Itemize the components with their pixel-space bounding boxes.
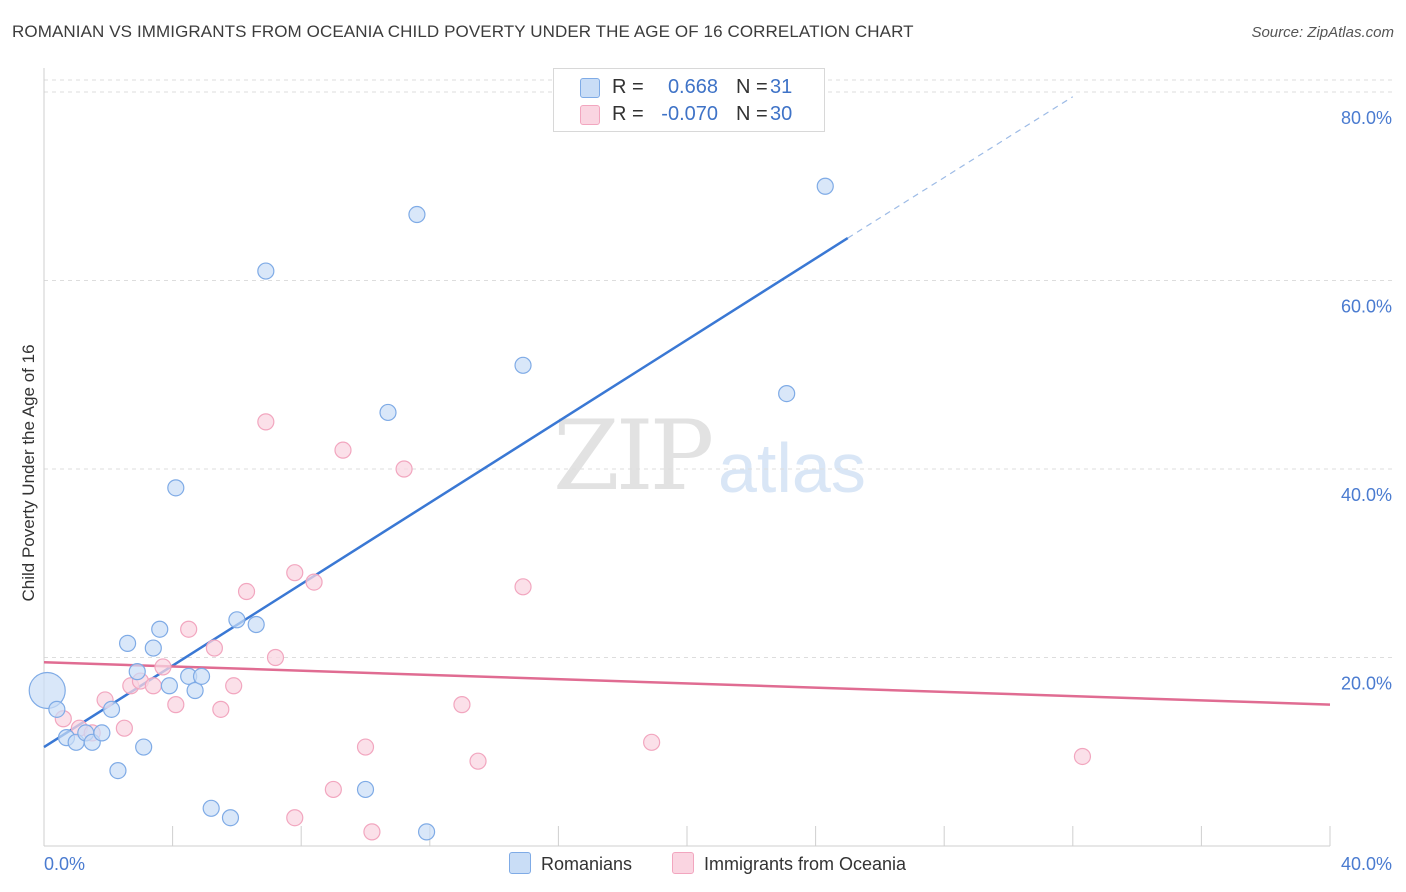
trend-line-extension — [847, 96, 1074, 239]
series-legend-oceania: Immigrants from Oceania — [672, 852, 906, 875]
point-oceania — [212, 700, 230, 718]
correlation-legend: R = 0.668 N = 31 R = -0.070 N = 30 — [553, 68, 825, 132]
point-oceania — [286, 809, 304, 827]
point-romanians — [160, 677, 178, 695]
point-oceania — [1073, 747, 1092, 766]
series-legend-romanians: Romanians — [509, 852, 632, 875]
point-romanians — [816, 177, 834, 195]
point-romanians — [48, 700, 66, 718]
legend-r-label: R = — [612, 103, 644, 125]
point-romanians — [514, 356, 532, 374]
point-oceania — [225, 677, 243, 695]
point-oceania — [286, 564, 304, 582]
x-tick-label: 0.0% — [44, 854, 85, 874]
legend-swatch-oceania — [580, 105, 600, 125]
legend-n-label: N = — [736, 103, 768, 125]
point-romanians — [202, 799, 220, 817]
point-oceania — [395, 460, 413, 478]
point-romanians — [151, 620, 169, 638]
point-romanians — [186, 681, 204, 700]
point-oceania — [205, 639, 223, 657]
point-oceania — [266, 648, 285, 667]
legend-n-value: 30 — [770, 103, 793, 125]
y-axis-label: Child Poverty Under the Age of 16 — [19, 344, 38, 601]
y-tick-label: 80.0% — [1341, 108, 1392, 128]
watermark-zip: ZIP — [553, 400, 714, 512]
point-oceania — [305, 573, 323, 591]
point-romanians — [128, 663, 146, 681]
point-oceania — [514, 578, 532, 596]
legend-swatch-romanians — [580, 78, 600, 98]
point-oceania — [257, 413, 275, 431]
legend-n-value: 31 — [770, 76, 793, 98]
legend-r-value: -0.070 — [661, 103, 718, 125]
series-label-romanians: Romanians — [541, 854, 633, 874]
point-romanians — [247, 615, 265, 634]
point-romanians — [257, 262, 275, 280]
point-romanians — [109, 761, 127, 780]
point-romanians — [356, 780, 375, 799]
point-romanians — [221, 809, 240, 827]
data-points — [28, 177, 1092, 841]
trend-line-romanians — [43, 237, 849, 749]
point-oceania — [469, 752, 487, 770]
watermark-atlas: atlas — [718, 429, 866, 507]
grid-lines — [44, 79, 1392, 658]
chart-title: ROMANIAN VS IMMIGRANTS FROM OCEANIA CHIL… — [12, 22, 914, 41]
point-romanians — [228, 611, 246, 629]
point-oceania — [144, 677, 162, 695]
point-oceania — [237, 582, 256, 601]
point-romanians — [28, 671, 66, 710]
series-swatch-oceania — [672, 852, 694, 874]
point-oceania — [643, 733, 661, 751]
legend-n-label: N = — [736, 76, 768, 98]
point-romanians — [379, 403, 397, 422]
point-romanians — [417, 823, 436, 841]
trend-lines — [43, 96, 1331, 749]
legend-r-label: R = — [612, 76, 644, 98]
point-romanians — [118, 634, 137, 652]
y-tick-label: 40.0% — [1341, 485, 1392, 505]
point-oceania — [334, 441, 352, 459]
axes — [43, 68, 1331, 847]
point-oceania — [154, 658, 172, 676]
point-romanians — [192, 667, 211, 685]
x-tick-label: 40.0% — [1341, 854, 1392, 874]
point-romanians — [167, 479, 185, 497]
point-oceania — [115, 719, 133, 737]
point-oceania — [356, 738, 375, 756]
point-romanians — [102, 700, 121, 718]
y-tick-label: 20.0% — [1341, 674, 1392, 694]
point-romanians — [144, 639, 162, 657]
y-tick-label: 60.0% — [1341, 297, 1392, 317]
point-oceania — [363, 823, 381, 841]
point-oceania — [180, 620, 198, 638]
legend-r-value: 0.668 — [667, 76, 718, 98]
point-oceania — [324, 780, 342, 799]
point-oceania — [453, 696, 471, 714]
point-romanians — [408, 205, 426, 224]
axis-labels: 20.0% 40.0% 60.0% 80.0% 0.0% 40.0% Child Pover… — [19, 108, 1392, 874]
point-romanians — [93, 724, 111, 742]
source-credit: Source: ZipAtlas.com — [1251, 24, 1394, 41]
point-romanians — [135, 738, 153, 756]
point-oceania — [167, 696, 185, 714]
series-swatch-romanians — [509, 852, 531, 874]
point-romanians — [778, 385, 796, 403]
trend-line-oceania — [43, 660, 1331, 706]
series-label-oceania: Immigrants from Oceania — [704, 854, 907, 874]
